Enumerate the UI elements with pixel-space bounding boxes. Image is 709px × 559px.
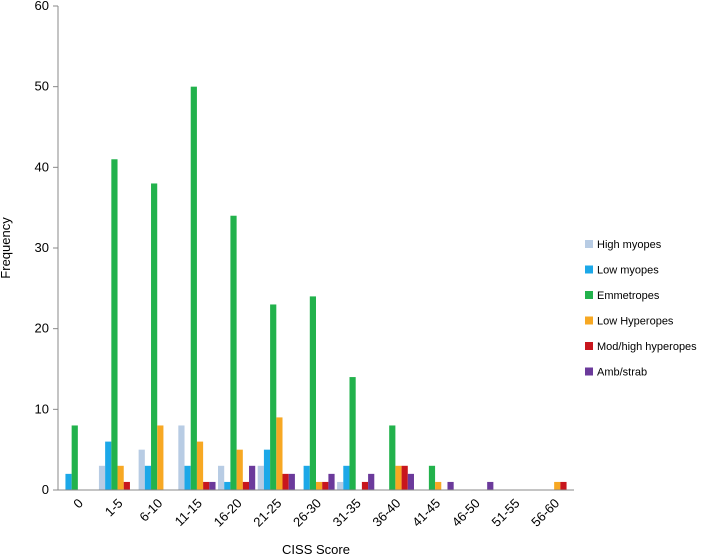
bar-high-myopes-11-15 <box>178 425 185 490</box>
bar-amb-strab-36-40 <box>407 473 414 490</box>
x-tick-label: 1-5 <box>102 496 126 520</box>
bar-high-myopes-21-25 <box>257 465 264 490</box>
x-tick-label: 0 <box>70 496 86 512</box>
bar-mod-high-hyperopes-56-60 <box>560 481 567 490</box>
bar-low-hyperopes-6-10 <box>157 425 164 490</box>
bar-emmetropes-0 <box>71 425 78 490</box>
legend: High myopes Low myopes Emmetropes Low Hyper… <box>585 239 697 379</box>
y-tick-label: 0 <box>42 482 49 497</box>
x-tick-label: 26-30 <box>290 496 324 530</box>
legend-swatch <box>585 265 593 274</box>
y-tick-label: 30 <box>35 240 49 255</box>
legend-swatch <box>585 342 593 350</box>
legend-label: Mod/high hyperopes <box>597 341 697 353</box>
x-tick-label: 41-45 <box>409 496 443 530</box>
y-tick-label: 60 <box>35 0 49 13</box>
bar-low-hyperopes-11-15 <box>196 441 204 490</box>
bar-mod-high-hyperopes-16-20 <box>242 481 250 490</box>
bar-mod-high-hyperopes-1-5 <box>123 481 130 490</box>
legend-label: Low myopes <box>597 265 659 277</box>
x-tick-label: 51-55 <box>488 496 522 530</box>
bar-emmetropes-31-35 <box>349 377 356 490</box>
bar-high-myopes-31-35 <box>337 481 344 490</box>
x-tick-label: 11-15 <box>172 496 205 529</box>
bar-high-myopes-16-20 <box>218 465 225 490</box>
legend-swatch <box>585 240 593 248</box>
x-tick-label: 6-10 <box>136 496 165 525</box>
legend-swatch <box>585 291 593 299</box>
bar-emmetropes-16-20 <box>230 215 237 490</box>
bar-low-hyperopes-21-25 <box>276 417 283 490</box>
y-tick-label: 40 <box>35 159 49 174</box>
bar-mod-high-hyperopes-11-15 <box>203 481 210 490</box>
bar-low-hyperopes-26-30 <box>316 481 323 490</box>
bar-amb-strab-26-30 <box>328 473 335 490</box>
y-tick-label: 10 <box>35 401 49 416</box>
bar-low-myopes-26-30 <box>303 465 310 490</box>
bar-mod-high-hyperopes-21-25 <box>282 473 289 490</box>
bar-amb-strab-31-35 <box>368 473 375 490</box>
bar-low-myopes-16-20 <box>224 481 231 490</box>
y-axis-title: Frequency <box>0 217 13 279</box>
legend-label: Emmetropes <box>597 290 660 302</box>
bar-low-myopes-21-25 <box>263 449 271 490</box>
x-axis-title: CISS Score <box>282 542 350 557</box>
y-ticks: 0 10 20 30 40 50 60 <box>35 0 58 497</box>
bar-emmetropes-36-40 <box>389 425 396 490</box>
bar-low-myopes-31-35 <box>343 465 350 490</box>
bar-emmetropes-11-15 <box>190 86 197 491</box>
bar-emmetropes-26-30 <box>309 296 316 490</box>
x-tick-label: 46-50 <box>449 496 483 530</box>
x-tick-label: 56-60 <box>528 496 562 530</box>
bar-amb-strab-16-20 <box>249 465 256 490</box>
bar-low-myopes-1-5 <box>105 441 112 490</box>
bar-amb-strab-21-25 <box>288 473 295 490</box>
legend-label: High myopes <box>597 239 662 251</box>
bar-mod-high-hyperopes-31-35 <box>361 481 369 490</box>
x-tick-label: 36-40 <box>369 496 403 530</box>
x-ticks: 0 1-5 6-10 11-15 16-20 21-25 26-30 31-35 36-40 41… <box>70 496 562 530</box>
bar-high-myopes-1-5 <box>98 465 106 490</box>
legend-label: Amb/strab <box>597 367 647 379</box>
x-tick-label: 21-25 <box>250 496 284 530</box>
y-tick-label: 50 <box>35 79 49 94</box>
legend-swatch <box>585 316 593 325</box>
bar-emmetropes-41-45 <box>428 465 436 490</box>
bar-low-hyperopes-41-45 <box>435 481 442 490</box>
bar-low-hyperopes-1-5 <box>117 465 124 490</box>
x-tick-label: 31-35 <box>330 496 364 530</box>
bar-amb-strab-46-50 <box>487 481 494 490</box>
x-tick-label: 16-20 <box>211 496 245 530</box>
bar-emmetropes-21-25 <box>270 304 277 490</box>
bar-low-myopes-0 <box>65 473 72 490</box>
bar-low-hyperopes-36-40 <box>395 465 402 490</box>
bar-amb-strab-41-45 <box>447 481 454 490</box>
bar-low-hyperopes-56-60 <box>554 481 561 490</box>
legend-swatch <box>585 367 593 376</box>
bar-mod-high-hyperopes-26-30 <box>322 481 329 490</box>
bar-low-hyperopes-16-20 <box>236 449 243 490</box>
bar-mod-high-hyperopes-36-40 <box>401 465 408 490</box>
bar-emmetropes-6-10 <box>151 183 158 490</box>
bar-low-myopes-6-10 <box>144 465 152 490</box>
bar-amb-strab-11-15 <box>209 481 216 490</box>
legend-label: Low Hyperopes <box>597 316 674 328</box>
bar-high-myopes-6-10 <box>138 449 145 490</box>
bar-emmetropes-1-5 <box>111 159 118 490</box>
y-tick-label: 20 <box>35 321 49 336</box>
bar-low-myopes-11-15 <box>184 465 191 490</box>
bars-layer <box>65 86 567 491</box>
